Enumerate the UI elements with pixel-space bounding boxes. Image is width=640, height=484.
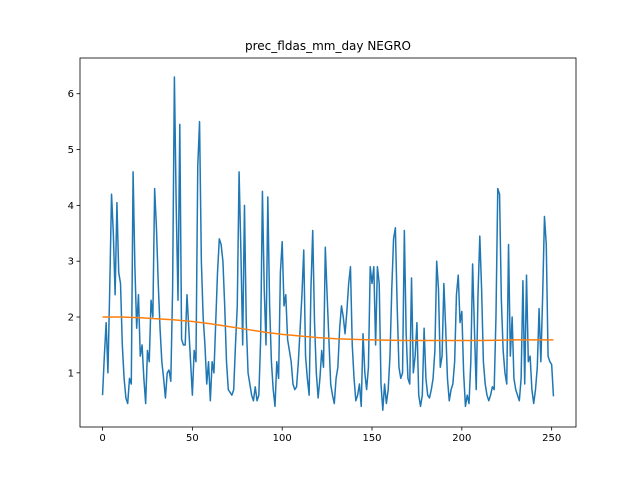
data-line [102,316,554,342]
x-tick-label: 150 [362,433,381,444]
x-tick-label: 200 [452,433,471,444]
chart-title: prec_fldas_mm_day NEGRO [245,39,411,53]
y-tick-label: 6 [68,89,74,100]
x-tick-label: 0 [99,433,105,444]
y-tick-label: 2 [68,313,74,324]
x-tick-label: 250 [542,433,561,444]
data-line [101,76,555,411]
y-tick-label: 4 [68,201,74,212]
plot-frame [79,57,577,428]
y-tick-label: 3 [68,257,74,268]
x-tick-label: 100 [273,433,292,444]
x-tick-label: 50 [186,433,199,444]
y-tick-label: 5 [68,145,74,156]
y-tick-label: 1 [68,368,74,379]
